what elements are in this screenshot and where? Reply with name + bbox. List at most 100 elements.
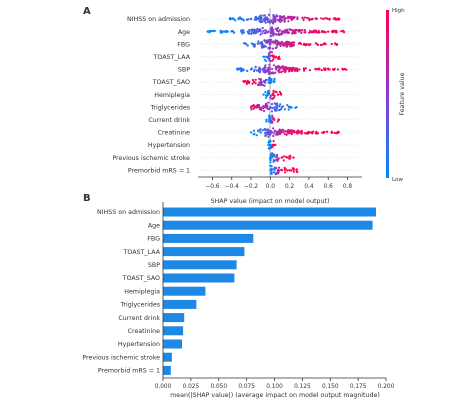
beeswarm-point [279, 41, 283, 44]
beeswarm-anchor-point [270, 80, 273, 84]
beeswarm-anchor-point [296, 17, 299, 21]
bar-feature-label: SBP [148, 262, 160, 269]
bar-x-tick-label: 0.150 [322, 384, 339, 390]
bar-x-tick-label: 0.050 [210, 384, 227, 390]
beeswarm-point [274, 156, 277, 159]
beeswarm-anchor-point [302, 43, 306, 46]
beeswarm-point [266, 20, 270, 23]
beeswarm-point [278, 169, 281, 172]
beeswarm-point [269, 140, 272, 143]
beeswarm-point [276, 171, 279, 174]
beeswarm-point [296, 68, 299, 71]
beeswarm-point [242, 68, 245, 71]
beeswarm-point [253, 45, 256, 48]
beeswarm-anchor-point [252, 80, 256, 84]
bar-x-tick-label: 0.175 [350, 384, 367, 390]
beeswarm-point [280, 19, 284, 22]
beeswarm-point [269, 46, 272, 50]
beeswarm-point [240, 70, 243, 73]
beeswarm-feature-label: Current drink [148, 117, 190, 124]
beeswarm-point [273, 166, 276, 169]
beeswarm-point [272, 127, 275, 130]
beeswarm-anchor-point [273, 118, 276, 122]
beeswarm-point [268, 79, 271, 82]
beeswarm-anchor-point [274, 68, 278, 71]
beeswarm-anchor-point [322, 131, 325, 134]
beeswarm-point [260, 41, 263, 44]
beeswarm-point [289, 45, 292, 48]
beeswarm-point [304, 67, 307, 70]
beeswarm-point [316, 31, 319, 34]
beeswarm-point [257, 83, 260, 86]
beeswarm-point [303, 132, 306, 135]
beeswarm-point [305, 16, 308, 19]
beeswarm-point [254, 82, 257, 85]
beeswarm-point [259, 15, 262, 18]
beeswarm-point [296, 16, 299, 19]
beeswarm-point [264, 21, 267, 24]
beeswarm-point [300, 130, 303, 134]
beeswarm-point [269, 94, 272, 98]
beeswarm-point [258, 108, 262, 111]
beeswarm-point [308, 69, 312, 72]
beeswarm-anchor-point [295, 106, 298, 109]
beeswarm-x-tick-label: 0.6 [324, 184, 334, 190]
beeswarm-point [295, 132, 299, 135]
beeswarm-point [255, 16, 258, 19]
beeswarm-point [341, 67, 344, 70]
bar-feature-labels: NIHSS on admission Age FBG TOAST_LAA SBP TOAS… [82, 209, 160, 374]
bar [163, 339, 182, 349]
beeswarm-anchor-point [280, 156, 284, 159]
beeswarm-anchor-point [272, 93, 275, 96]
beeswarm-point [270, 78, 273, 81]
beeswarm-point [271, 40, 274, 43]
beeswarm-point [275, 131, 278, 134]
bar-x-tick-label: 0.075 [238, 384, 255, 390]
beeswarm-point [267, 13, 270, 16]
beeswarm-anchor-point [206, 30, 209, 33]
beeswarm-anchor-point [272, 143, 275, 147]
beeswarm-anchor-point [269, 106, 272, 109]
beeswarm-anchor-point [274, 55, 278, 58]
beeswarm-point [256, 129, 260, 132]
beeswarm-x-tick-label: −0.4 [225, 184, 239, 190]
beeswarm-point [289, 154, 292, 157]
beeswarm-anchor-point [240, 30, 243, 33]
beeswarm-point [262, 45, 265, 48]
beeswarm-point [242, 42, 246, 45]
beeswarm-point [268, 76, 271, 79]
beeswarm-point [270, 30, 273, 33]
beeswarm-point [274, 102, 277, 106]
beeswarm-x-tick-label: −0.6 [205, 184, 219, 190]
beeswarm-point [302, 67, 305, 70]
beeswarm-point [233, 31, 236, 34]
beeswarm-point [261, 32, 264, 35]
beeswarm-point [303, 29, 307, 32]
beeswarm-point [269, 133, 272, 136]
beeswarm-point [269, 161, 272, 164]
beeswarm-point [265, 96, 268, 99]
beeswarm-point [260, 78, 263, 81]
beeswarm-point [267, 72, 270, 75]
beeswarm-point [288, 28, 291, 31]
beeswarm-anchor-point [240, 68, 243, 71]
beeswarm-anchor-point [247, 80, 251, 84]
beeswarm-point [237, 68, 240, 71]
beeswarm-point [278, 108, 281, 111]
beeswarm-point [258, 77, 261, 81]
beeswarm-point [262, 105, 265, 108]
beeswarm-point [282, 159, 285, 162]
beeswarm-point [282, 131, 285, 134]
bar-series [163, 207, 376, 375]
beeswarm-point [261, 26, 264, 30]
beeswarm-point [307, 130, 310, 133]
beeswarm-point [293, 68, 297, 71]
beeswarm-point [272, 97, 275, 100]
bar [163, 207, 376, 217]
beeswarm-anchor-point [257, 68, 260, 71]
beeswarm-point [277, 69, 280, 72]
beeswarm-point [254, 78, 257, 81]
beeswarm-point [273, 168, 276, 171]
beeswarm-point [283, 108, 287, 111]
beeswarm-point [245, 82, 248, 85]
